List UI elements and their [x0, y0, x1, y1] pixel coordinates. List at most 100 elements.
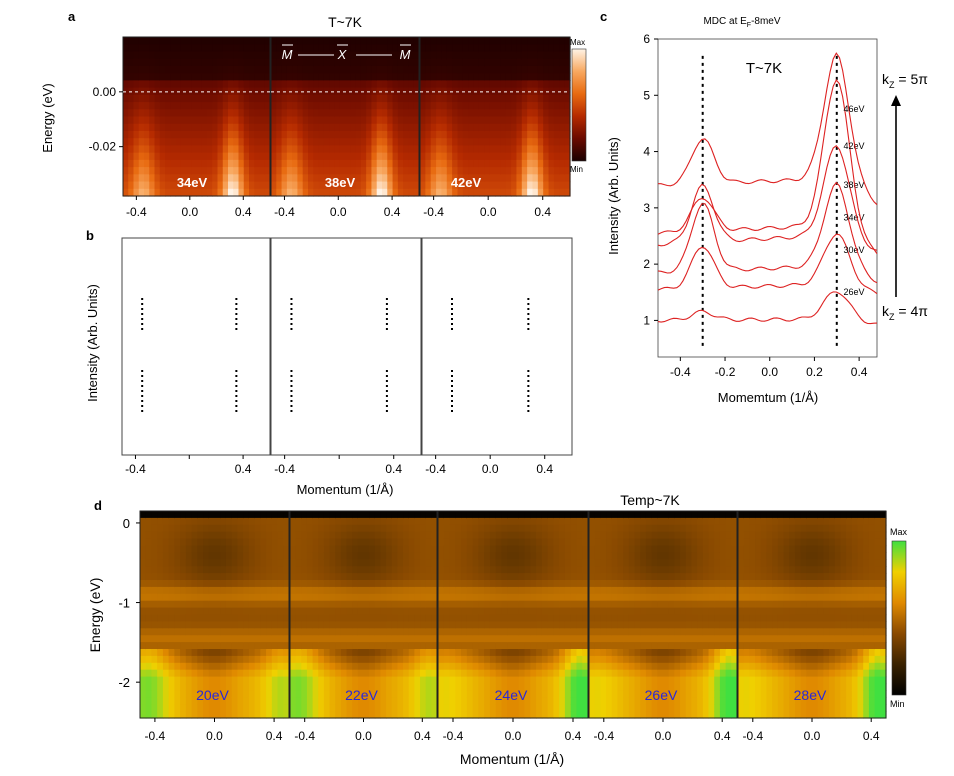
- heatmap-cell: [144, 58, 150, 67]
- heatmap-cell: [231, 600, 239, 609]
- heatmap-cell: [149, 80, 156, 89]
- heatmap-cell: [355, 73, 362, 81]
- heatmap-cell: [260, 566, 267, 574]
- heatmap-cell: [582, 600, 589, 609]
- heatmap-cell: [382, 109, 388, 118]
- heatmap-cell: [441, 109, 448, 118]
- heatmap-cell: [397, 109, 404, 118]
- heatmap-cell: [151, 545, 158, 553]
- heatmap-cell: [403, 511, 410, 519]
- heatmap-cell: [180, 662, 187, 671]
- heatmap-cell: [438, 586, 445, 595]
- heatmap-cell: [380, 649, 387, 657]
- heatmap-cell: [408, 58, 415, 67]
- heatmap-cell: [657, 655, 664, 664]
- heatmap-cell: [489, 73, 496, 81]
- heatmap-cell: [628, 517, 636, 526]
- heatmap-cell: [611, 635, 619, 643]
- heatmap-cell: [536, 704, 543, 712]
- heatmap-cell: [323, 65, 330, 74]
- heatmap-cell: [468, 116, 475, 125]
- heatmap-cell: [312, 676, 319, 685]
- heatmap-cell: [541, 531, 549, 540]
- heatmap-cell: [363, 552, 370, 560]
- heatmap-cell: [345, 130, 351, 139]
- heatmap-cell: [283, 697, 290, 705]
- heatmap-cell: [329, 517, 336, 526]
- heatmap-cell: [168, 573, 175, 581]
- heatmap-cell: [576, 600, 583, 609]
- heatmap-cell: [617, 635, 624, 643]
- heatmap-cell: [663, 642, 670, 650]
- heatmap-cell: [553, 73, 560, 81]
- heatmap-cell: [685, 517, 693, 526]
- heatmap-cell: [366, 58, 373, 67]
- heatmap-cell: [323, 44, 330, 53]
- heatmap-cell: [271, 545, 279, 553]
- heatmap-cell: [231, 545, 239, 553]
- heatmap-cell: [651, 635, 658, 643]
- heatmap-cell: [473, 181, 480, 190]
- heatmap-cell: [553, 607, 560, 616]
- heatmap-cell: [553, 628, 560, 636]
- heatmap-cell: [623, 649, 630, 657]
- heatmap-cell: [318, 628, 325, 636]
- heatmap-cell: [175, 138, 182, 147]
- heatmap-cell: [339, 130, 346, 139]
- heatmap-cell: [674, 676, 681, 685]
- heatmap-cell: [564, 600, 572, 609]
- heatmap-cell: [408, 159, 415, 168]
- heatmap-cell: [386, 655, 393, 664]
- heatmap-cell: [420, 545, 427, 553]
- heatmap-cell: [323, 559, 331, 567]
- heatmap-cell: [335, 545, 342, 553]
- heatmap-cell: [511, 181, 518, 190]
- heatmap-cell: [513, 607, 520, 616]
- heatmap-cell: [527, 123, 534, 132]
- heatmap-cell: [553, 711, 560, 719]
- heatmap-cell: [484, 704, 491, 712]
- heatmap-cell: [606, 538, 613, 547]
- heatmap-cell: [323, 130, 330, 139]
- heatmap-cell: [441, 123, 448, 132]
- heatmap-cell: [651, 607, 658, 616]
- heatmap-cell: [547, 635, 554, 643]
- heatmap-cell: [455, 538, 462, 547]
- heatmap-cell: [295, 662, 302, 671]
- heatmap-cell: [408, 538, 415, 547]
- heatmap-cell: [140, 538, 147, 547]
- heatmap-cell: [680, 524, 687, 533]
- heatmap-cell: [318, 711, 325, 719]
- heatmap-cell: [380, 552, 387, 560]
- heatmap-cell: [140, 573, 147, 581]
- heatmap-cell: [191, 697, 198, 705]
- heatmap-cell: [355, 145, 362, 154]
- heatmap-cell: [318, 552, 325, 560]
- heatmap-cell: [208, 552, 216, 560]
- heatmap-cell: [443, 559, 451, 567]
- heatmap-cell: [329, 152, 336, 161]
- heatmap-cell: [536, 586, 543, 595]
- heatmap-cell: [207, 51, 213, 60]
- heatmap-cell: [516, 87, 523, 96]
- heatmap-cell: [174, 593, 181, 602]
- heatmap-cell: [594, 662, 601, 671]
- heatmap-cell: [243, 621, 250, 629]
- heatmap-cell: [397, 167, 404, 175]
- heatmap-cell: [397, 73, 404, 81]
- heatmap-cell: [594, 538, 601, 547]
- heatmap-cell: [217, 37, 224, 45]
- heatmap-cell: [473, 37, 480, 45]
- heatmap-cell: [634, 538, 641, 547]
- heatmap-cell: [191, 51, 198, 60]
- heatmap-cell: [281, 174, 288, 183]
- heatmap-cell: [521, 167, 528, 175]
- heatmap-cell: [436, 188, 443, 197]
- heatmap-cell: [505, 65, 512, 74]
- heatmap-cell: [264, 138, 271, 147]
- heatmap-cell: [301, 524, 308, 533]
- heatmap-cell: [123, 44, 129, 53]
- heatmap-cell: [346, 683, 353, 691]
- heatmap-cell: [594, 669, 601, 678]
- heatmap-cell: [154, 145, 161, 154]
